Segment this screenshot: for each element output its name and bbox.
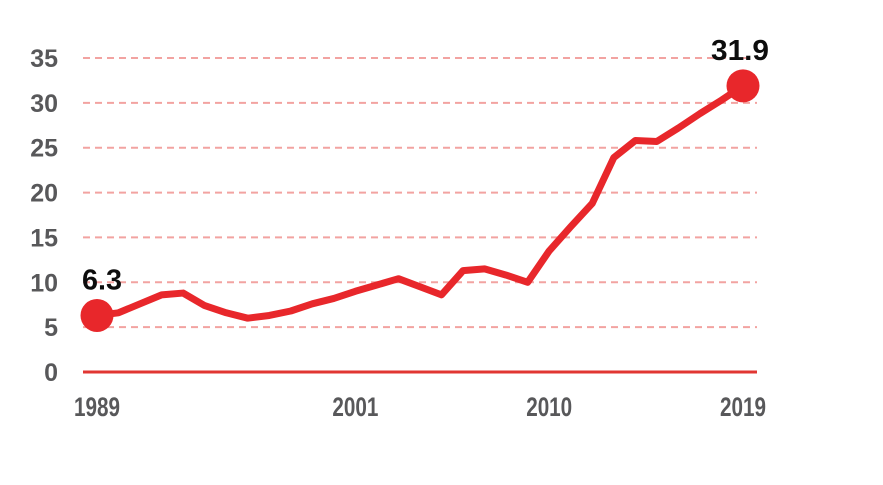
x-tick-label-2010: 2010 bbox=[526, 392, 572, 422]
y-tick-label-20: 20 bbox=[30, 180, 58, 208]
start-point-label: 6.3 bbox=[82, 264, 122, 296]
x-axis-labels: 1989 2001 2010 2019 bbox=[74, 392, 766, 422]
y-tick-label-10: 10 bbox=[30, 269, 58, 297]
y-tick-label-15: 15 bbox=[30, 224, 58, 252]
gridlines bbox=[83, 57, 757, 329]
y-tick-label-35: 35 bbox=[30, 45, 58, 73]
y-tick-label-25: 25 bbox=[30, 135, 58, 163]
end-point-marker bbox=[726, 69, 760, 103]
x-tick-label-1989: 1989 bbox=[74, 392, 120, 422]
y-tick-label-30: 30 bbox=[30, 90, 58, 118]
end-point-label: 31.9 bbox=[711, 35, 769, 67]
y-tick-label-0: 0 bbox=[44, 359, 58, 387]
x-tick-label-2001: 2001 bbox=[332, 392, 378, 422]
y-axis-labels: 0 5 10 15 20 25 30 35 bbox=[30, 45, 58, 387]
trend-line bbox=[93, 82, 747, 322]
x-tick-label-2019: 2019 bbox=[720, 392, 766, 422]
start-point-marker bbox=[80, 298, 114, 332]
y-tick-label-5: 5 bbox=[44, 314, 58, 342]
